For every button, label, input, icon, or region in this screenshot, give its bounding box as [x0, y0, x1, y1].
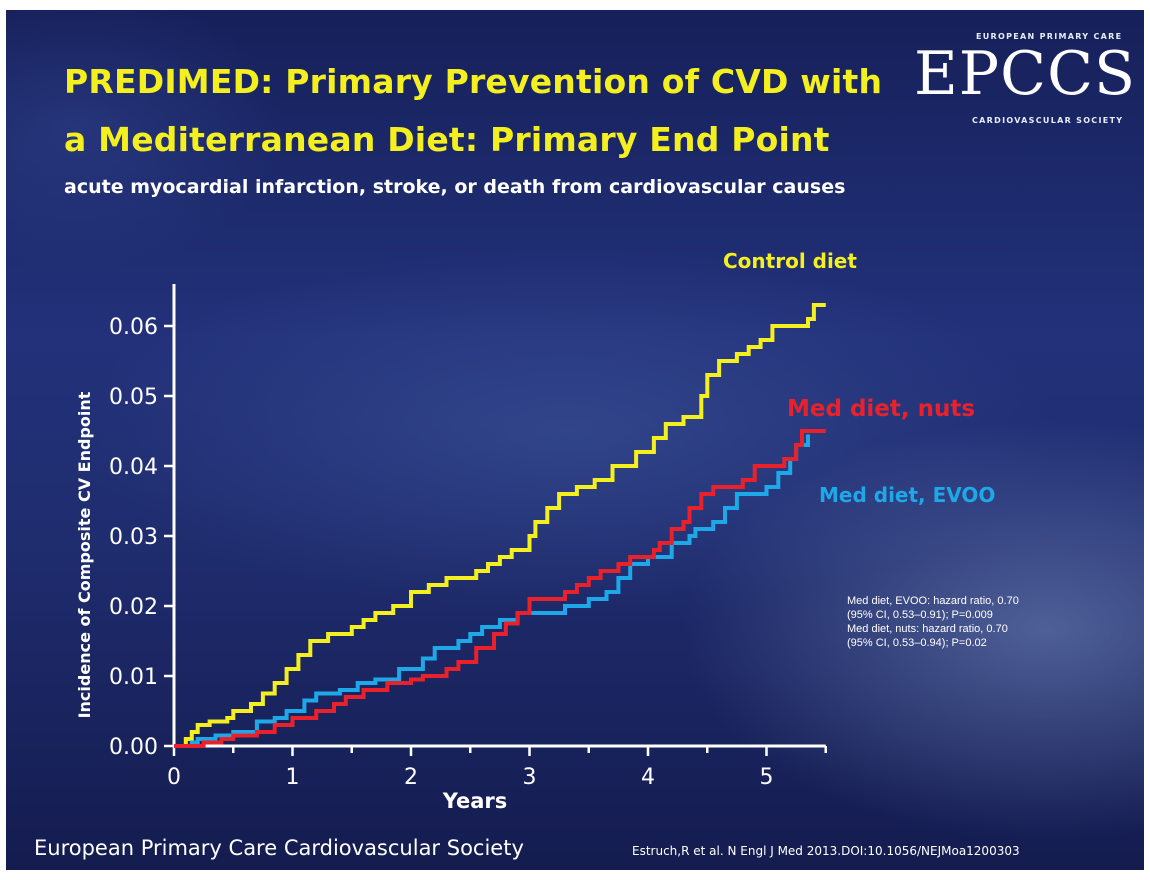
stats-line: (95% CI, 0.53–0.94); P=0.02 [847, 637, 987, 649]
chart-axes: 0 1 2 3 4 5 0.00 0.01 0.02 0.03 0.04 0.05 0.06 [109, 284, 827, 790]
x-tick-label: 0 [167, 765, 181, 790]
y-tick-label: 0.05 [109, 385, 158, 410]
citation: Estruch,R et al. N Engl J Med 2013.DOI:1… [632, 844, 1020, 858]
stats-line: Med diet, EVOO: hazard ratio, 0.70 [847, 595, 1019, 607]
km-chart: 0 1 2 3 4 5 0.00 0.01 0.02 0.03 0.04 0.05 0.06 Years… [75, 249, 995, 813]
stats-line: Med diet, nuts: hazard ratio, 0.70 [847, 623, 1008, 635]
series-label-evoo: Med diet, EVOO [819, 483, 995, 507]
x-tick-label: 1 [286, 765, 300, 790]
series-layer [174, 303, 826, 748]
logo-bottom-text: CARDIOVASCULAR SOCIETY [972, 116, 1124, 125]
series-line-med-diet-nuts [174, 429, 826, 748]
x-tick-label: 2 [404, 765, 418, 790]
series-label-nuts: Med diet, nuts [787, 396, 975, 422]
series-label-control: Control diet [723, 249, 857, 273]
series-line-control-diet [174, 303, 826, 748]
y-tick-label: 0.03 [109, 525, 158, 550]
title-line-1: PREDIMED: Primary Prevention of CVD with [64, 62, 883, 101]
stats-line: (95% CI, 0.53–0.91); P=0.009 [847, 609, 993, 621]
hazard-ratio-stats: Med diet, EVOO: hazard ratio, 0.70 (95% … [847, 594, 1077, 650]
epccs-logo: EUROPEAN PRIMARY CARE EPCCS CARDIOVASCUL… [914, 24, 1135, 136]
y-tick-label: 0.01 [109, 665, 158, 690]
x-tick-label: 3 [523, 765, 537, 790]
y-axis-title: Incidence of Composite CV Endpoint [75, 391, 94, 718]
y-tick-label: 0.06 [109, 315, 158, 340]
y-tick-label: 0.00 [109, 735, 158, 760]
y-tick-label: 0.02 [109, 595, 158, 620]
logo-top-text: EUROPEAN PRIMARY CARE [976, 32, 1123, 41]
y-tick-label: 0.04 [109, 455, 158, 480]
x-axis-title: Years [442, 789, 508, 813]
x-tick-label: 4 [641, 765, 655, 790]
slide: PREDIMED: Primary Prevention of CVD with… [6, 10, 1144, 870]
title-line-2: a Mediterranean Diet: Primary End Point [64, 120, 830, 159]
footer-society: European Primary Care Cardiovascular Soc… [34, 836, 524, 860]
logo-wordmark: EPCCS [914, 39, 1137, 109]
series-line-med-diet-evoo [174, 434, 810, 748]
x-tick-label: 5 [760, 765, 774, 790]
subtitle: acute myocardial infarction, stroke, or … [64, 176, 846, 198]
